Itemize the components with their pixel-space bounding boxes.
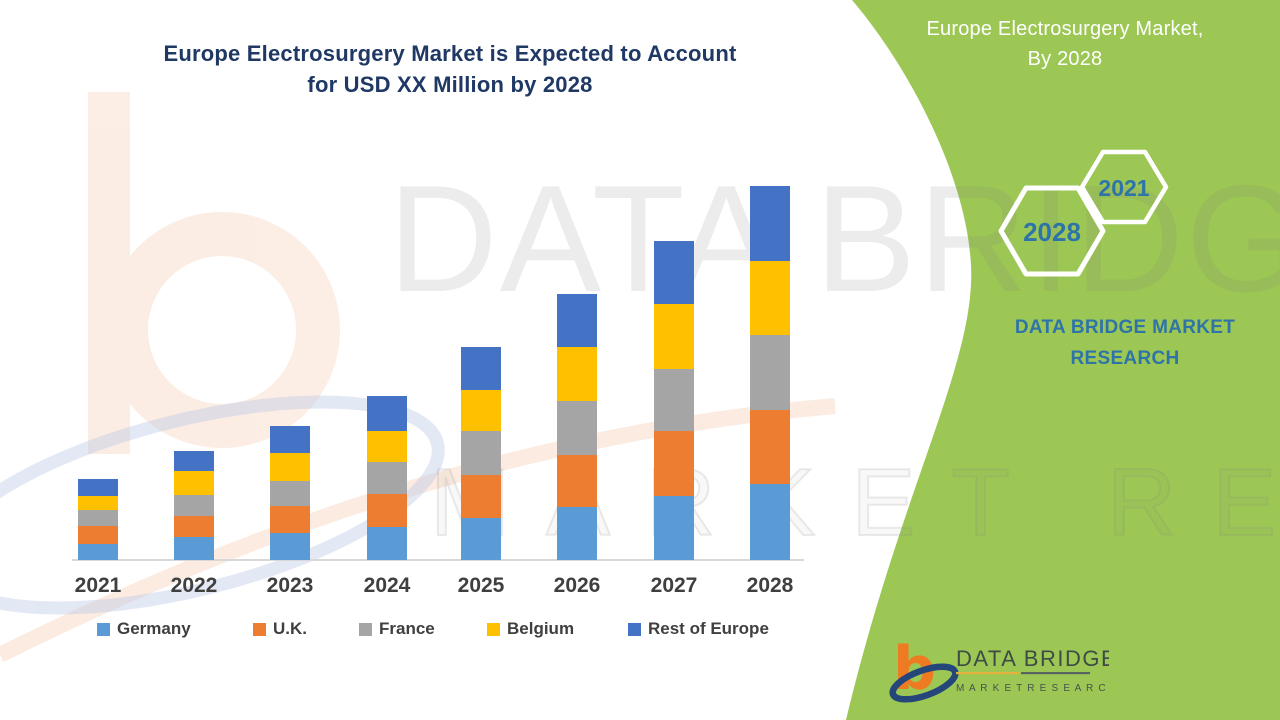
bar-segment-belgium-2021 — [78, 496, 118, 510]
x-axis-label-2022: 2022 — [170, 574, 218, 597]
bar-segment-rest-of-europe-2025 — [461, 347, 501, 390]
bar-segment-germany-2025 — [461, 518, 501, 560]
hexagon-2028-label: 2028 — [1023, 217, 1081, 247]
side-panel-title-line1: Europe Electrosurgery Market, — [926, 18, 1204, 40]
bar-segment-germany-2024 — [367, 527, 407, 560]
bar-segment-france-2024 — [367, 462, 407, 494]
bar-segment-france-2026 — [557, 401, 597, 455]
x-axis-line — [72, 559, 804, 561]
bar-segment-rest-of-europe-2021 — [78, 479, 118, 496]
bar-segment-germany-2023 — [270, 533, 310, 560]
legend-swatch-icon — [253, 623, 266, 636]
legend-swatch-icon — [487, 623, 500, 636]
x-axis-label-2023: 2023 — [266, 574, 314, 597]
bar-segment-belgium-2023 — [270, 453, 310, 481]
bar-segment-belgium-2024 — [367, 431, 407, 462]
chart-title-line1: Europe Electrosurgery Market is Expected… — [163, 41, 737, 66]
footer-logo-brand: DATA BRIDGE — [956, 646, 1109, 671]
bar-segment-u-k--2027 — [654, 431, 694, 496]
brand-text-line2: RESEARCH — [1070, 348, 1180, 369]
bar-segment-u-k--2024 — [367, 494, 407, 527]
legend-label: Rest of Europe — [648, 619, 769, 638]
bar-segment-germany-2022 — [174, 537, 214, 560]
side-panel-title: Europe Electrosurgery Market, By 2028 — [890, 14, 1240, 74]
bar-segment-france-2021 — [78, 510, 118, 526]
legend-label: Germany — [117, 619, 191, 638]
bar-segment-rest-of-europe-2022 — [174, 451, 214, 471]
bar-segment-rest-of-europe-2024 — [367, 396, 407, 431]
x-axis-label-2021: 2021 — [74, 574, 122, 597]
bar-segment-rest-of-europe-2027 — [654, 241, 694, 304]
bar-segment-u-k--2028 — [750, 410, 790, 484]
x-axis-label-2026: 2026 — [553, 574, 601, 597]
bar-segment-france-2025 — [461, 431, 501, 475]
bar-segment-france-2028 — [750, 335, 790, 410]
bar-segment-germany-2021 — [78, 544, 118, 560]
bar-segment-u-k--2026 — [557, 455, 597, 507]
bar-segment-france-2022 — [174, 495, 214, 516]
bar-segment-germany-2028 — [750, 484, 790, 560]
bar-segment-rest-of-europe-2028 — [750, 186, 790, 261]
bar-segment-germany-2027 — [654, 496, 694, 560]
legend-item-rest-of-europe: Rest of Europe — [628, 619, 769, 638]
bar-segment-u-k--2022 — [174, 516, 214, 537]
bar-segment-france-2023 — [270, 481, 310, 506]
bar-segment-france-2027 — [654, 369, 694, 431]
bar-segment-u-k--2025 — [461, 475, 501, 518]
legend-label: U.K. — [273, 619, 307, 638]
legend-item-france: France — [359, 619, 435, 638]
legend-item-u-k-: U.K. — [253, 619, 307, 638]
brand-text-line1: DATA BRIDGE MARKET — [1014, 317, 1236, 338]
hexagon-2021 — [1079, 149, 1169, 225]
legend-item-germany: Germany — [97, 619, 191, 638]
bar-segment-u-k--2021 — [78, 526, 118, 544]
bar-segment-belgium-2026 — [557, 347, 597, 401]
bar-segment-belgium-2025 — [461, 390, 501, 431]
x-axis-label-2028: 2028 — [746, 574, 794, 597]
bar-segment-u-k--2023 — [270, 506, 310, 533]
bar-segment-rest-of-europe-2023 — [270, 426, 310, 453]
bar-segment-germany-2026 — [557, 507, 597, 560]
footer-logo-sub: M A R K E T R E S E A R C H — [956, 683, 1109, 694]
bar-segment-belgium-2027 — [654, 304, 694, 369]
legend-swatch-icon — [359, 623, 372, 636]
brand-text: DATA BRIDGE MARKET RESEARCH — [960, 312, 1280, 374]
chart-title: Europe Electrosurgery Market is Expected… — [70, 38, 830, 100]
legend-item-belgium: Belgium — [487, 619, 575, 638]
side-panel-title-line2: By 2028 — [1027, 48, 1103, 70]
hexagon-2021-label: 2021 — [1098, 175, 1149, 201]
bar-segment-rest-of-europe-2026 — [557, 294, 597, 347]
hexagon-2028 — [998, 185, 1106, 277]
chart-title-line2: for USD XX Million by 2028 — [307, 72, 593, 97]
footer-logo: b DATA BRIDGE M A R K E T R E S E A R C … — [889, 634, 1109, 704]
x-axis-label-2025: 2025 — [457, 574, 505, 597]
bar-segment-belgium-2022 — [174, 471, 214, 495]
logo-underline-gold — [956, 672, 1019, 675]
legend-swatch-icon — [628, 623, 641, 636]
logo-underline-dark — [1021, 672, 1090, 675]
legend-label: France — [379, 619, 435, 638]
x-axis-label-2024: 2024 — [363, 574, 411, 597]
bar-segment-belgium-2028 — [750, 261, 790, 335]
legend-swatch-icon — [97, 623, 110, 636]
legend-label: Belgium — [507, 619, 575, 638]
x-axis-label-2027: 2027 — [650, 574, 698, 597]
